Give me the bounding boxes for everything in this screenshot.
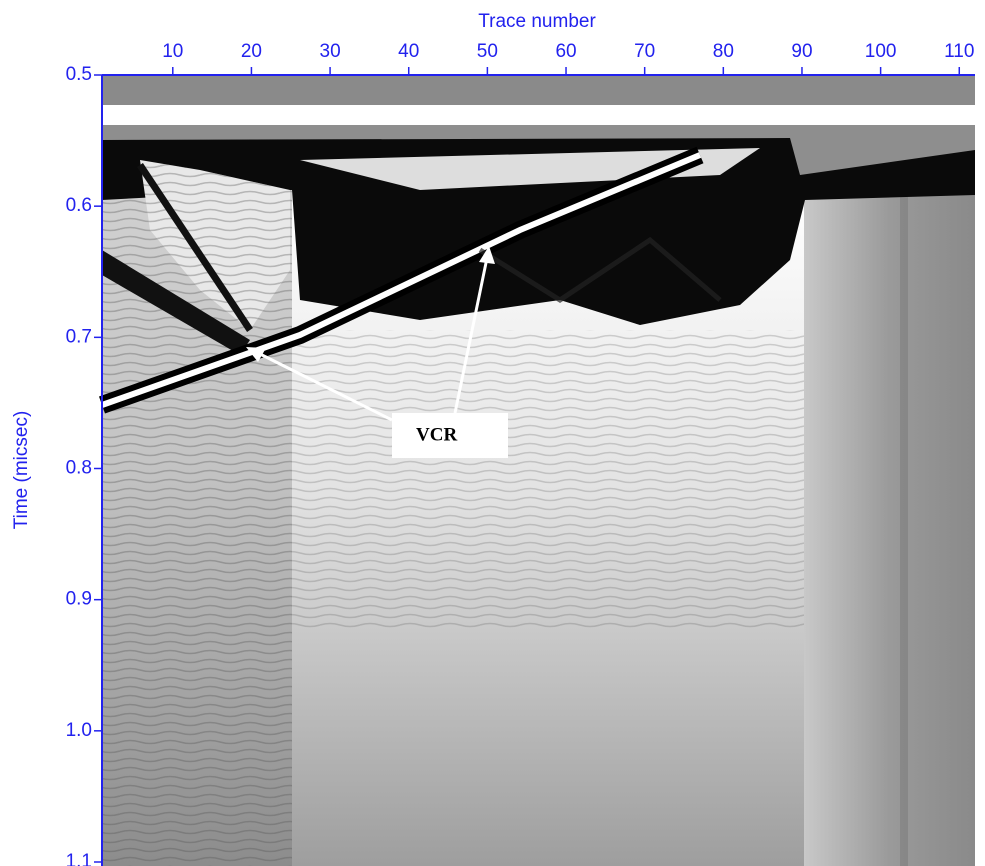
x-tick-label: 100 [865, 41, 897, 62]
x-tick-label: 20 [241, 41, 262, 62]
x-tick-label: 70 [634, 41, 655, 62]
image-highlight [300, 148, 760, 190]
y-tick-label: 0.7 [66, 326, 92, 347]
y-tick-label: 1.1 [66, 851, 92, 866]
y-tick-label: 0.9 [66, 589, 92, 610]
annotation-arrowhead [479, 246, 495, 264]
y-tick-label: 1.0 [66, 720, 92, 741]
image-diagonal-dark-2 [137, 163, 253, 332]
x-tick-label: 50 [477, 41, 498, 62]
x-tick-label: 40 [398, 41, 419, 62]
x-tick-label: 110 [944, 41, 974, 62]
annotation-arrow [453, 257, 489, 414]
image-top-gray [102, 75, 975, 105]
annotation-arrowhead [246, 347, 266, 362]
x-tick-label: 90 [791, 41, 812, 62]
x-tick-label: 80 [713, 41, 734, 62]
x-axis-title: Trace number [478, 11, 596, 32]
image-diagonal-dark [102, 250, 250, 355]
annotation-box [392, 413, 508, 458]
image-right-zone [804, 190, 975, 866]
annotation: VCR [246, 246, 508, 458]
image-vcr-core [101, 152, 702, 408]
image-left-bright-texture [140, 160, 290, 330]
x-tick-label: 60 [555, 41, 576, 62]
y-axis-title: Time (micsec) [11, 411, 32, 530]
y-tick-label: 0.6 [66, 195, 92, 216]
image-middle-texture [292, 330, 804, 630]
image-hyperbola [478, 236, 722, 303]
image-direct-wave-white [102, 105, 975, 125]
x-tick-label: 30 [320, 41, 341, 62]
y-tick-label: 0.8 [66, 458, 92, 479]
y-tick-label: 0.5 [66, 64, 92, 85]
annotation-arrow [255, 350, 393, 422]
image-vertical-band [900, 190, 908, 866]
x-tick-label: 10 [162, 41, 183, 62]
annotation-text: VCR [416, 424, 457, 445]
radargram-image [99, 75, 975, 866]
